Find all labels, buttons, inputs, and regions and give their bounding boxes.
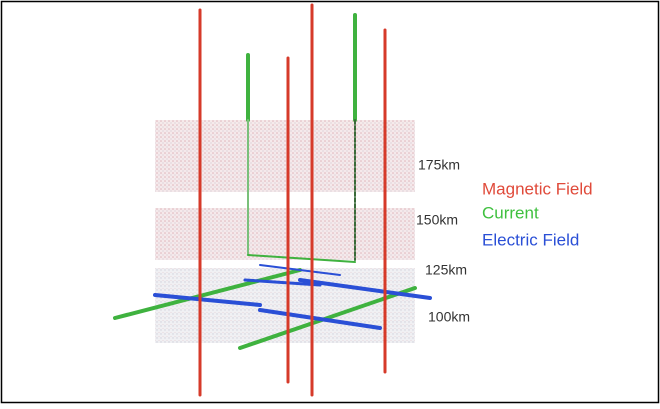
- layer-175: [155, 120, 415, 192]
- legend-magnetic: Magnetic Field: [482, 179, 593, 198]
- layers: [155, 120, 415, 343]
- altitude-label: 100km: [428, 309, 470, 325]
- altitude-label: 175km: [418, 157, 460, 173]
- legend-current: Current: [482, 203, 539, 222]
- altitude-label: 150km: [416, 212, 458, 228]
- altitude-label: 125km: [425, 262, 467, 278]
- legend-electric: Electric Field: [482, 230, 579, 249]
- layer-150: [155, 208, 415, 260]
- diagram: 175km 150km 125km 100km Magnetic Field C…: [0, 0, 660, 404]
